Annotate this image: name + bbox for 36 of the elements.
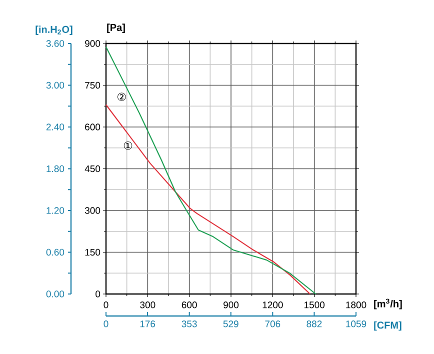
x-tick-label: 600 (182, 302, 197, 308)
line-series (105, 104, 311, 295)
y2-tick-label: 2.40 (46, 124, 64, 130)
y2-tick-label: 3.60 (46, 40, 64, 47)
annotation: ② (118, 92, 126, 101)
y-tick-label: 600 (85, 124, 100, 130)
x-tick-label: 900 (224, 302, 239, 308)
x-tick-label: 300 (140, 302, 156, 308)
x-tick-label: 0 (104, 302, 108, 308)
x-tick-label: 1500 (304, 302, 325, 308)
y-tick-label: 0 (96, 290, 100, 298)
y-axis-title: [Pa] (107, 24, 125, 33)
y2-tick-label: 0.00 (46, 290, 64, 298)
y2-tick-label: 3.00 (46, 82, 64, 89)
x-tick-label: 1800 (346, 302, 366, 308)
x-axis-title: [m$^{3}$/h] (374, 298, 402, 310)
x2-tick-label: 0 (104, 320, 108, 328)
line-series (105, 46, 316, 295)
x2-tick-label: 882 (306, 320, 322, 328)
y2-tick-label: 0.60 (46, 248, 64, 256)
y2-tick-label: 1.20 (46, 207, 64, 214)
y-tick-label: 450 (84, 165, 100, 172)
x2-tick-label: 176 (140, 320, 156, 328)
y-tick-label: 750 (85, 82, 100, 89)
x2-tick-label: 529 (223, 320, 238, 328)
x2-tick-label: 706 (265, 320, 280, 328)
x2-tick-label: 353 (182, 320, 197, 328)
y-tick-label: 150 (85, 248, 100, 256)
annotation: ① (124, 141, 132, 150)
y-tick-label: 300 (84, 207, 100, 214)
y2-axis-title: [in.H$_{2}$O] (36, 26, 72, 35)
x-tick-label: 1200 (262, 302, 283, 308)
x2-tick-label: 1059 (346, 320, 366, 328)
x2-axis-title: [CFM] (374, 321, 402, 331)
y2-tick-label: 1.80 (46, 165, 64, 172)
y-tick-label: 900 (85, 40, 100, 47)
